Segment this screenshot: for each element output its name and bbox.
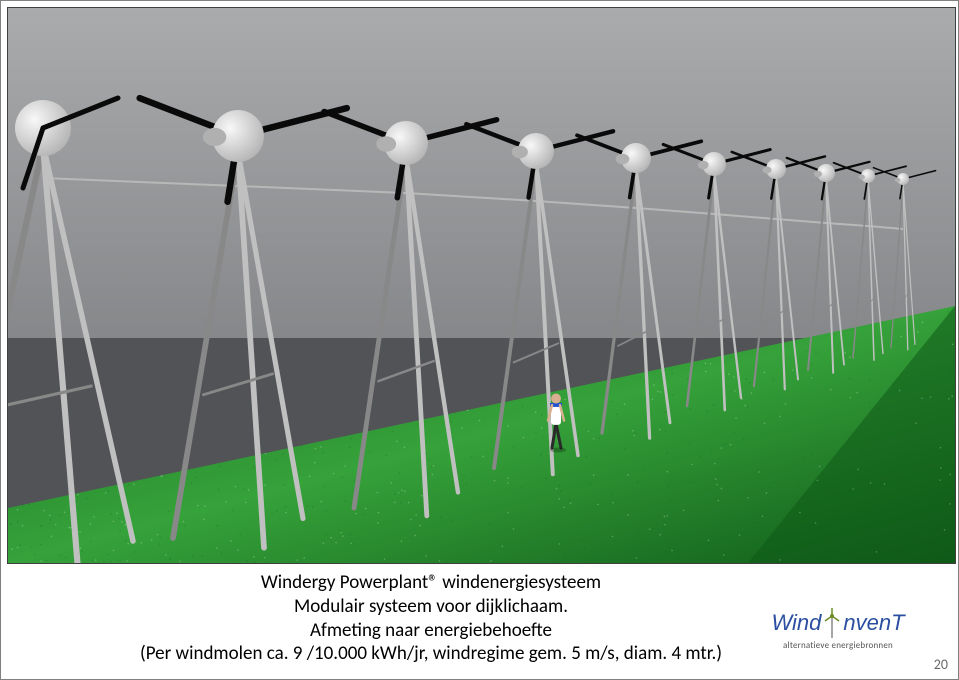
caption-line3: Afmeting naar energiebehoefte <box>121 619 741 643</box>
render-illustration <box>8 8 955 563</box>
caption-block: Windergy Powerplant® windenergiesysteem … <box>121 571 741 666</box>
logo: Wind nvenT alternatieve energiebronnen <box>768 599 908 659</box>
slide: Windergy Powerplant® windenergiesysteem … <box>0 0 959 680</box>
logo-brand-right: nvenT <box>843 610 904 636</box>
logo-brand-left: Wind <box>771 610 821 636</box>
render-frame <box>7 7 956 564</box>
logo-turbine-icon <box>823 608 841 638</box>
page-number: 20 <box>934 656 948 673</box>
caption-line2: Modulair systeem voor dijklichaam. <box>121 595 741 619</box>
logo-main: Wind nvenT <box>771 608 904 638</box>
caption-title: Windergy Powerplant® windenergiesysteem <box>121 571 741 595</box>
logo-tagline: alternatieve energiebronnen <box>783 640 893 651</box>
caption-line4: (Per windmolen ca. 9 /10.000 kWh/jr, win… <box>121 642 741 666</box>
